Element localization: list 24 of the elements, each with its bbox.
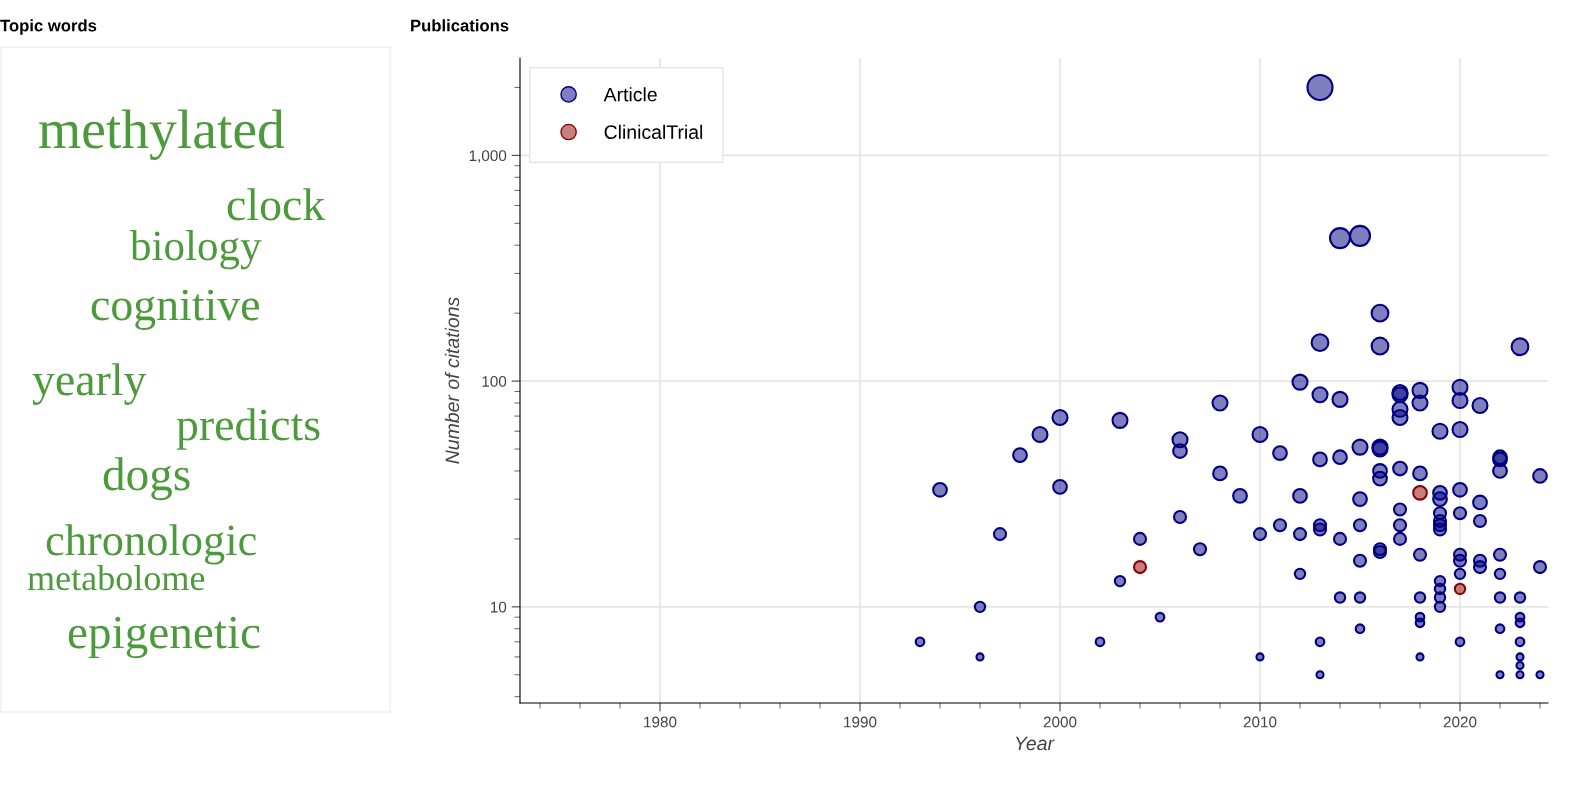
text: methylated [39, 109, 285, 160]
x-tick-label: 1980 [644, 716, 677, 728]
text: dogs [103, 457, 190, 501]
legend-label: Article [603, 87, 657, 102]
text: predicts [176, 408, 320, 450]
y-axis-title: Number of citations [444, 297, 460, 464]
x-tick-label: 2010 [1243, 716, 1277, 728]
chart-title: Publications [411, 19, 509, 32]
text: biology [130, 230, 262, 270]
text: cognitive [91, 289, 259, 330]
y-tick-label: 10 [490, 601, 507, 613]
x-tick-label: 1990 [844, 716, 877, 728]
text: chronologic [46, 524, 256, 565]
text: epigenetic [68, 616, 260, 659]
legend-label: ClinicalTrial [604, 124, 703, 140]
text: Topic words [0, 19, 97, 35]
y-tick-label: 100 [482, 375, 507, 387]
x-tick-label: 2000 [1043, 716, 1077, 728]
text: yearly [32, 363, 147, 405]
x-axis-title: Year [1016, 736, 1055, 751]
text: metabolome [27, 564, 205, 591]
y-tick-label: 1,000 [469, 150, 507, 163]
text: clock [227, 188, 326, 221]
x-tick-label: 2020 [1443, 716, 1477, 728]
